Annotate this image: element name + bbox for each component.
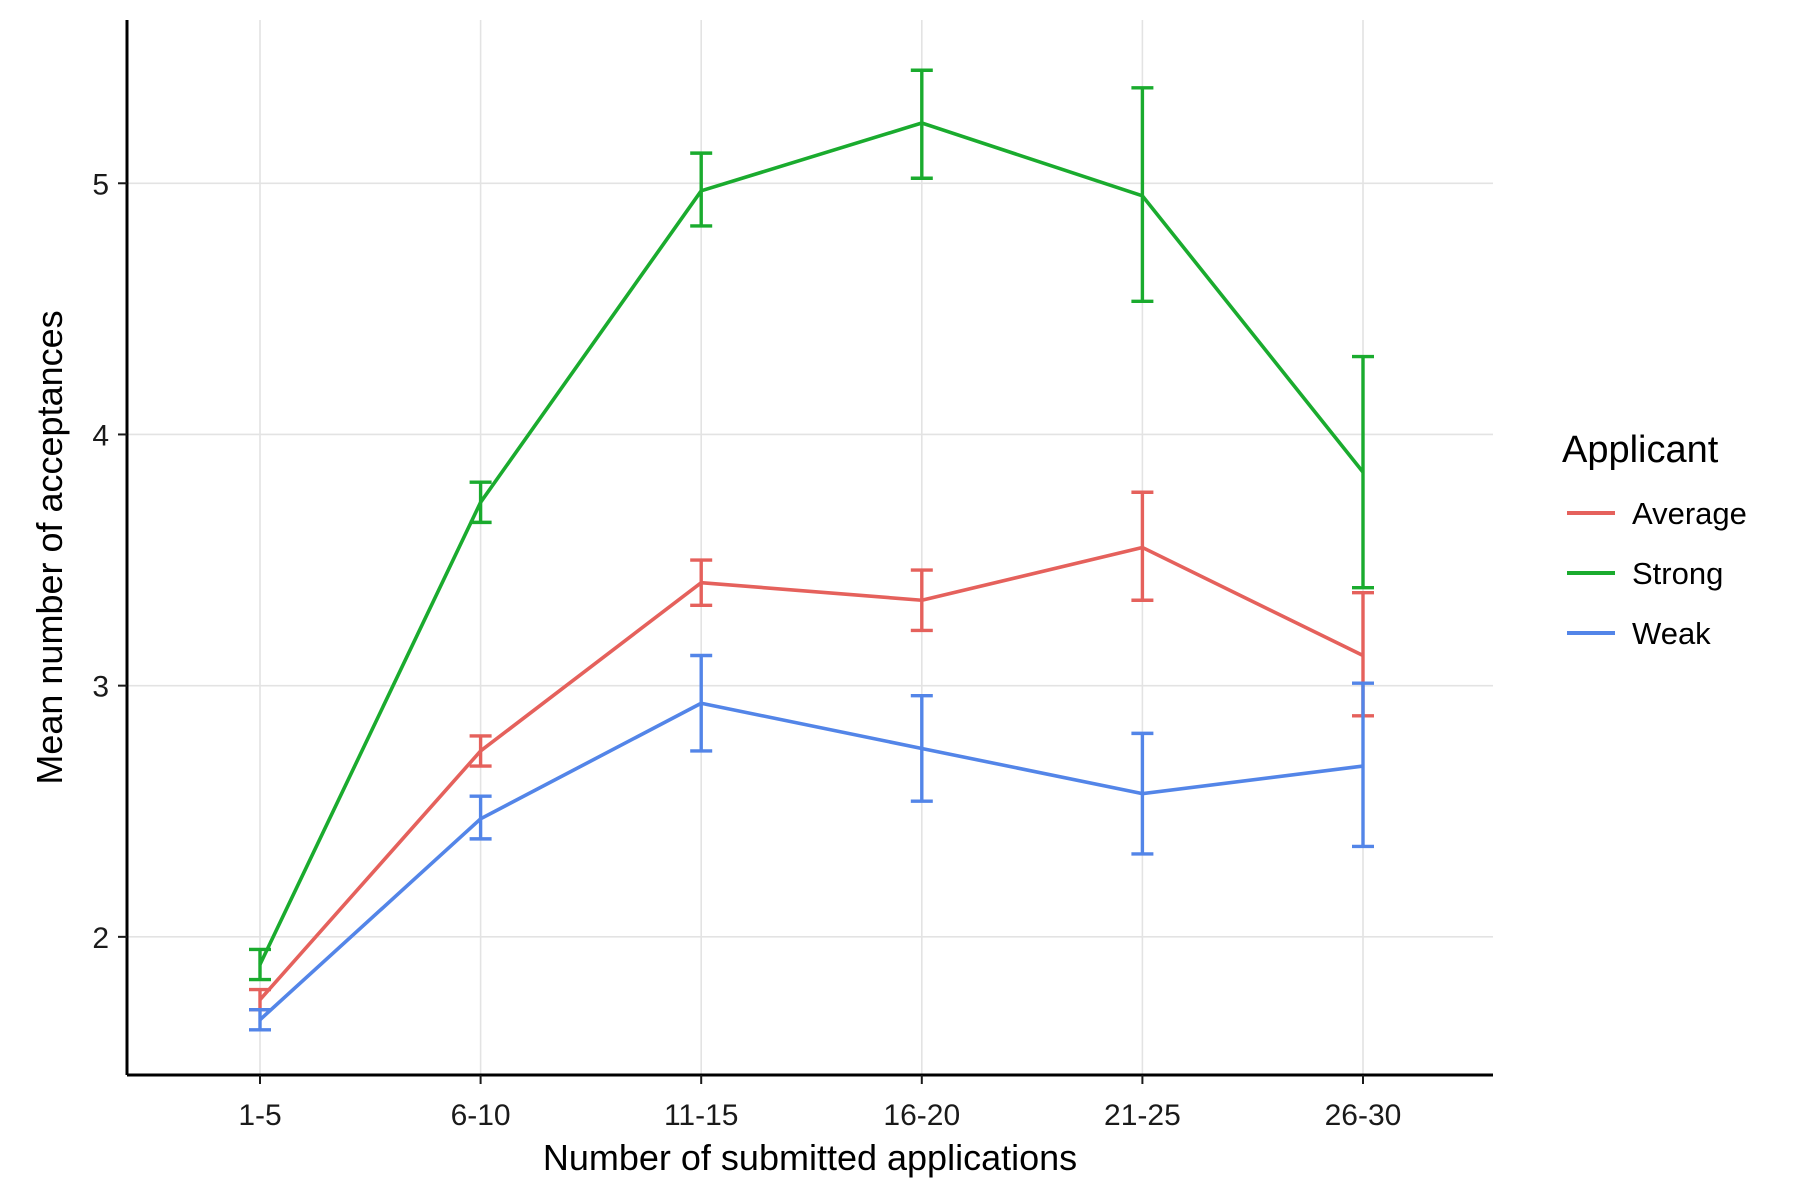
y-tick-label: 2 — [92, 922, 109, 955]
x-tick-label: 6-10 — [451, 1099, 511, 1132]
x-axis-title: Number of submitted applications — [543, 1137, 1077, 1178]
series-strong — [249, 68, 1374, 982]
y-tick-label: 5 — [92, 168, 109, 201]
x-tick-label: 16-20 — [883, 1099, 960, 1132]
legend: Applicant Average Strong Weak — [1562, 429, 1747, 651]
x-tick-label: 21-25 — [1104, 1099, 1181, 1132]
legend-item-strong: Strong — [1567, 556, 1723, 591]
legend-item-weak: Weak — [1567, 616, 1711, 651]
y-axis-title: Mean number of acceptances — [29, 310, 70, 784]
legend-item-average: Average — [1567, 496, 1747, 531]
axes — [125, 20, 1493, 1077]
error-bar-weak — [1352, 681, 1374, 849]
series-line-strong — [258, 121, 1365, 966]
legend-label: Strong — [1632, 556, 1723, 591]
x-tick-label: 1-5 — [238, 1099, 281, 1132]
series-line-average — [258, 545, 1364, 1001]
error-bar-weak — [249, 1007, 271, 1032]
series-line-weak — [258, 701, 1364, 1022]
x-tick-label: 26-30 — [1325, 1099, 1402, 1132]
error-bar-strong — [1352, 354, 1374, 590]
y-tick-label: 3 — [92, 671, 109, 704]
x-tick-label: 11-15 — [664, 1099, 739, 1132]
y-tick-label: 4 — [92, 419, 109, 452]
legend-label: Average — [1632, 496, 1747, 531]
series-average — [249, 490, 1374, 1012]
series-layer — [249, 68, 1374, 1032]
tick-marks: 1-5 6-10 11-15 16-20 21-25 26-30 2 3 4 5 — [92, 168, 1401, 1132]
series-weak — [249, 653, 1374, 1032]
legend-label: Weak — [1632, 616, 1711, 651]
legend-title: Applicant — [1562, 429, 1719, 471]
